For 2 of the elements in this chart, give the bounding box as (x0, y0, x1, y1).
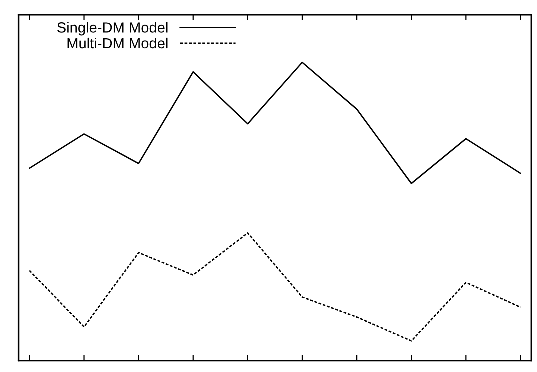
legend-label: Multi-DM Model (68, 38, 168, 49)
legend-label: Single-DM Model (58, 22, 168, 36)
